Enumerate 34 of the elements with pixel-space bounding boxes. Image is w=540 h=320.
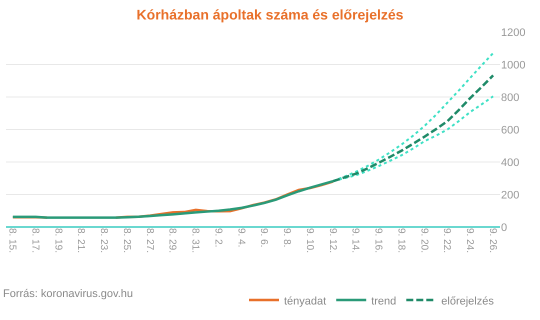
x-tick-label: 9. 18. (395, 228, 406, 254)
x-tick-label: 9. 12. (326, 228, 338, 254)
x-tick-label: 8. 21. (75, 228, 86, 254)
x-tick-label: 9. 22. (441, 228, 452, 254)
y-tick-label: 1000 (501, 59, 526, 72)
legend-label: előrejelzés (441, 295, 494, 308)
x-tick-label: 9. 8. (281, 228, 292, 248)
x-tick-label: 9. 26. (486, 228, 498, 254)
y-tick-label: 0 (501, 222, 508, 234)
x-tick-label: 8. 17. (29, 228, 40, 254)
x-tick-label: 9. 4. (235, 228, 246, 248)
text: Forrás: koronavirus.gov.hu (3, 288, 134, 300)
legend-label: tényadat (284, 295, 326, 308)
x-tick-label: 9. 16. (372, 228, 384, 254)
x-tick-label: 8. 27. (144, 228, 155, 254)
y-tick-label: 400 (501, 156, 520, 169)
x-tick-label: 8. 25. (120, 228, 132, 254)
x-tick-label: 9. 10. (304, 228, 315, 254)
x-tick-label: 8. 29. (166, 228, 178, 254)
x-tick-label: 9. 24. (464, 228, 476, 254)
y-tick-label: 1200 (501, 26, 526, 39)
chart-title: Kórházban ápoltak száma és előrejelzés (136, 6, 404, 22)
x-tick-label: 8. 15. (6, 228, 18, 254)
legend-label: trend (371, 295, 396, 308)
x-tick-label: 9. 20. (418, 228, 430, 254)
y-tick-label: 800 (501, 92, 520, 104)
x-tick-label: 9. 14. (350, 228, 361, 254)
x-tick-label: 9. 2. (212, 228, 224, 248)
x-tick-label: 8. 23. (98, 228, 110, 254)
x-tick-label: 8. 19. (52, 228, 64, 254)
y-tick-label: 200 (501, 189, 520, 202)
x-tick-label: 9. 6. (258, 228, 270, 248)
x-tick-label: 8. 31. (190, 228, 201, 254)
y-tick-label: 600 (501, 124, 520, 136)
